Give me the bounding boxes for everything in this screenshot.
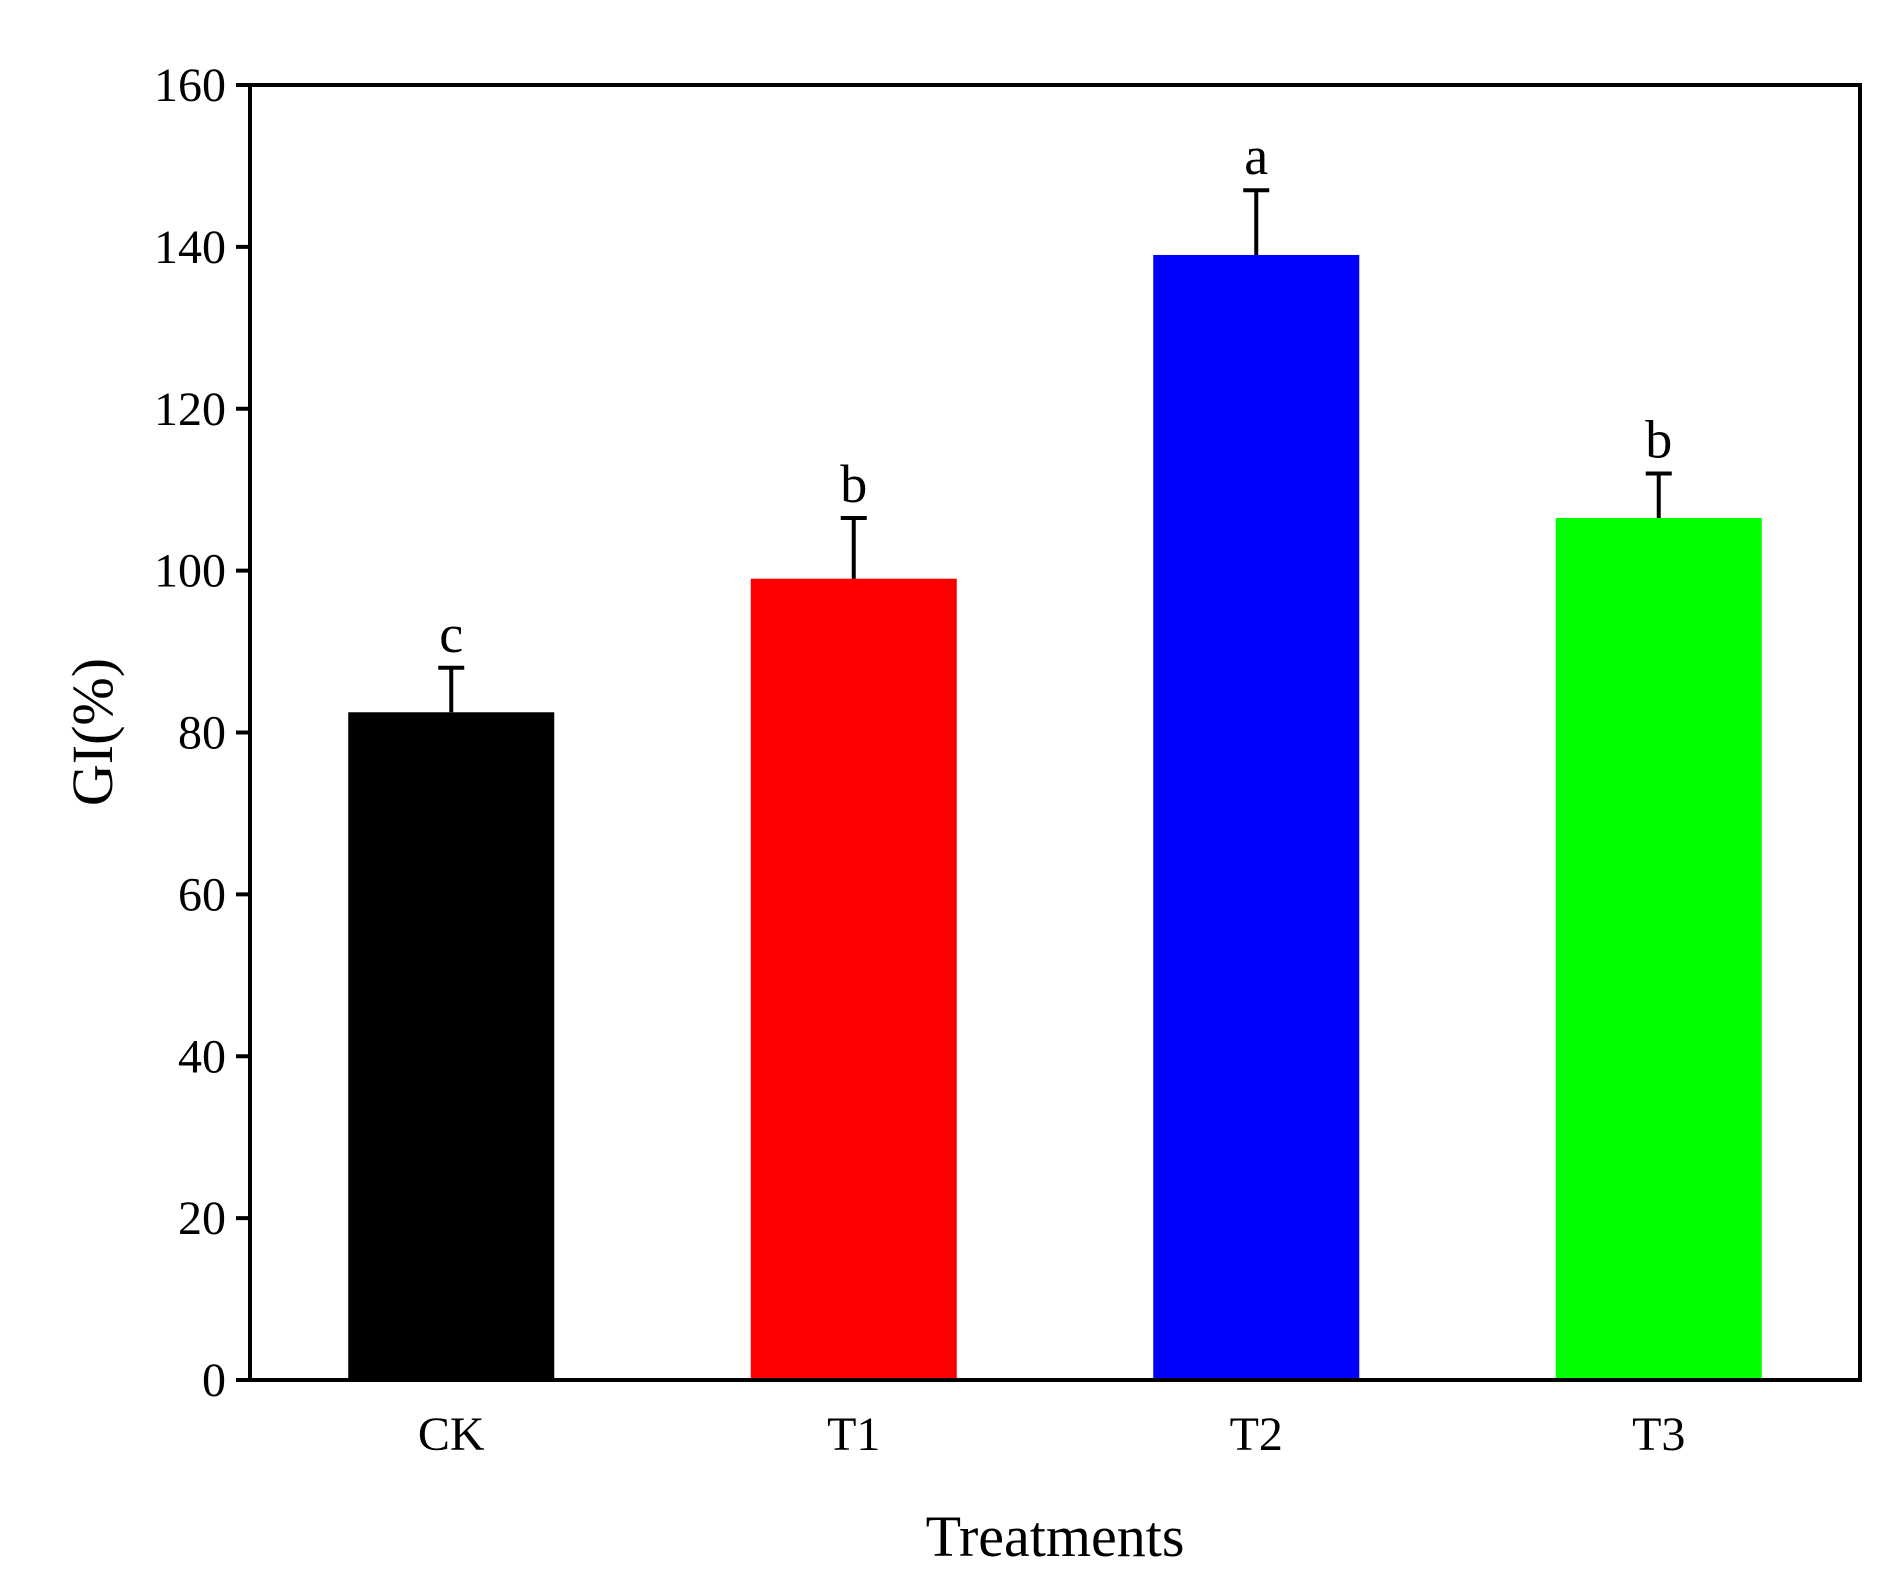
bar-t1: [750, 578, 957, 1380]
x-tick-label-t1: T1: [827, 1408, 880, 1461]
y-tick-label: 160: [154, 59, 226, 112]
y-tick-label: 80: [178, 707, 226, 760]
x-tick-label-t2: T2: [1230, 1408, 1283, 1461]
y-tick-label: 60: [178, 868, 226, 921]
x-axis-title: Treatments: [926, 1504, 1185, 1569]
plot-frame: [248, 83, 1862, 1382]
bar-t2: [1153, 254, 1360, 1380]
significance-letter-ck: c: [439, 604, 463, 664]
bar-t3: [1555, 518, 1762, 1380]
bar-ck: [348, 712, 555, 1380]
y-tick-label: 120: [154, 383, 226, 436]
x-tick-label-ck: CK: [418, 1408, 485, 1461]
x-tick-label-t3: T3: [1632, 1408, 1685, 1461]
significance-letter-t2: a: [1244, 126, 1268, 186]
bar-series: c b a b: [348, 126, 1762, 1380]
y-tick-label: 0: [202, 1354, 226, 1407]
y-tick-label: 20: [178, 1192, 226, 1245]
significance-letter-t3: b: [1645, 410, 1672, 470]
y-tick-label: 100: [154, 545, 226, 598]
y-axis: 0 20 40 60 80 100 120 140 160: [154, 59, 250, 1407]
y-axis-title: GI(%): [60, 658, 125, 806]
significance-letter-t1: b: [840, 454, 867, 514]
x-axis: CK T1 T2 T3: [418, 1408, 1686, 1461]
y-tick-label: 140: [154, 221, 226, 274]
y-tick-label: 40: [178, 1030, 226, 1083]
